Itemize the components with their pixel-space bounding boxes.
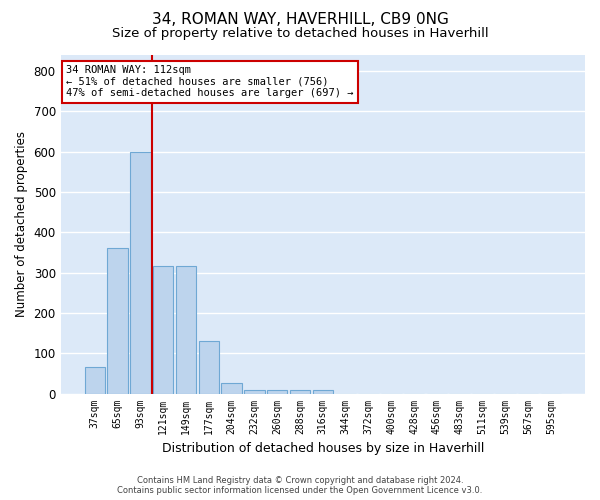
Bar	[290, 390, 310, 394]
Bar	[244, 390, 265, 394]
Y-axis label: Number of detached properties: Number of detached properties	[15, 132, 28, 318]
Text: 34, ROMAN WAY, HAVERHILL, CB9 0NG: 34, ROMAN WAY, HAVERHILL, CB9 0NG	[152, 12, 448, 28]
Bar	[199, 341, 219, 394]
Bar	[176, 266, 196, 394]
Text: 34 ROMAN WAY: 112sqm
← 51% of detached houses are smaller (756)
47% of semi-deta: 34 ROMAN WAY: 112sqm ← 51% of detached h…	[66, 65, 353, 98]
Bar	[85, 368, 105, 394]
Bar	[267, 390, 287, 394]
X-axis label: Distribution of detached houses by size in Haverhill: Distribution of detached houses by size …	[161, 442, 484, 455]
Bar	[221, 384, 242, 394]
Bar	[153, 266, 173, 394]
Bar	[130, 152, 151, 394]
Bar	[107, 248, 128, 394]
Text: Contains HM Land Registry data © Crown copyright and database right 2024.
Contai: Contains HM Land Registry data © Crown c…	[118, 476, 482, 495]
Bar	[313, 390, 333, 394]
Text: Size of property relative to detached houses in Haverhill: Size of property relative to detached ho…	[112, 28, 488, 40]
